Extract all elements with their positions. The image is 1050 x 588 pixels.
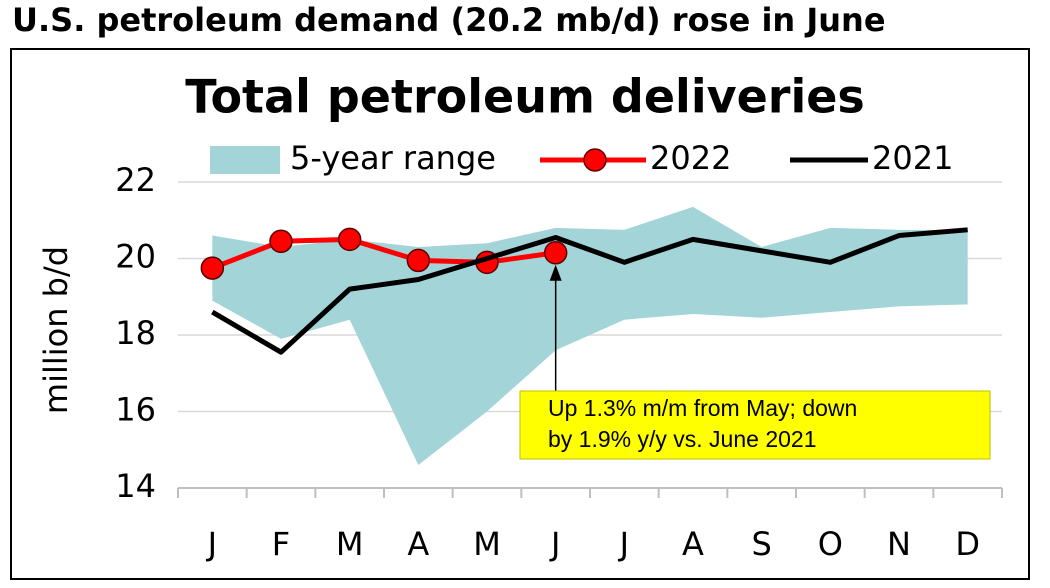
legend-label: 2022: [650, 139, 731, 177]
page-title: U.S. petroleum demand (20.2 mb/d) rose i…: [12, 1, 886, 39]
marker: [337, 227, 362, 252]
y-tick-label: 18: [115, 314, 156, 352]
frame: [10, 48, 1030, 580]
x-tick-label: F: [272, 525, 290, 563]
x-tick-label: A: [407, 525, 429, 563]
marker: [269, 229, 293, 254]
marker: [406, 248, 431, 273]
legend-marker: [583, 148, 607, 172]
x-tick-label: M: [473, 525, 501, 563]
annotation-box: [519, 390, 991, 460]
annotation-arrowhead: [549, 264, 562, 281]
annotation-text: Up 1.3% m/m from May; down: [548, 395, 857, 421]
x-tick-label: O: [818, 525, 843, 563]
marker: [543, 241, 568, 265]
series-line: [211, 227, 968, 355]
y-tick-label: 16: [115, 391, 156, 429]
y-tick-label: 14: [115, 467, 156, 505]
x-tick-label: S: [752, 525, 772, 563]
legend-label: 5-year range: [290, 139, 496, 177]
x-tick-label: J: [206, 525, 217, 563]
marker: [200, 256, 225, 280]
chart-title: Total petroleum deliveries: [185, 70, 865, 124]
x-tick-label: J: [549, 525, 560, 563]
y-axis-label: million b/d: [37, 246, 75, 414]
annotation-text: by 1.9% y/y vs. June 2021: [548, 426, 817, 452]
range-area: [212, 206, 968, 466]
legend-swatch: [210, 146, 280, 174]
x-tick-label: M: [336, 525, 364, 563]
x-tick-label: D: [955, 525, 980, 563]
y-tick-label: 22: [115, 161, 156, 199]
x-tick-label: N: [887, 525, 911, 563]
legend-label: 2021: [872, 139, 953, 177]
x-tick-label: J: [618, 525, 629, 563]
y-tick-label: 20: [115, 238, 156, 276]
x-tick-label: A: [682, 525, 704, 563]
